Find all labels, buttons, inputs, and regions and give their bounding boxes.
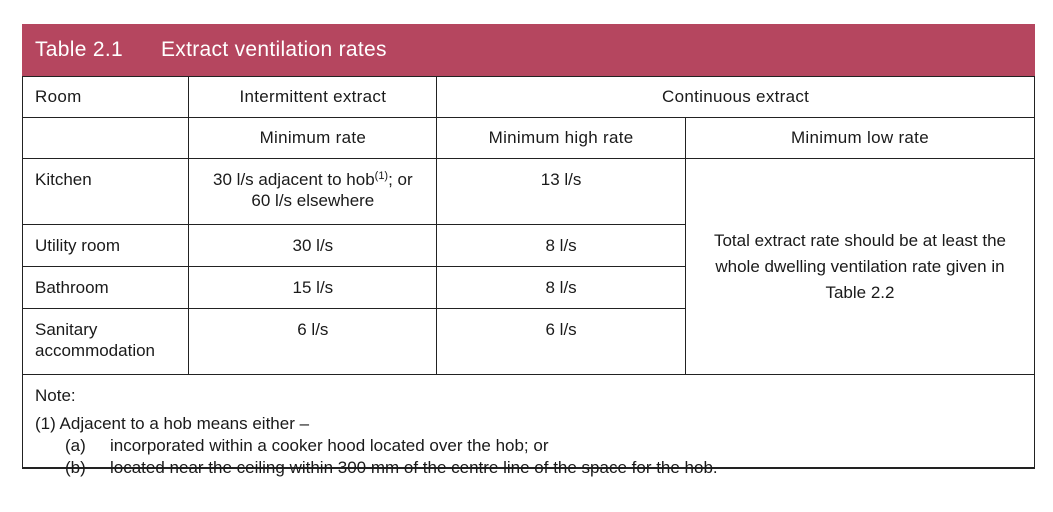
note-item: (1) Adjacent to a hob means either – [35,414,310,433]
table-row: Sanitary accommodation 6 l/s 6 l/s [21,308,1035,375]
intermittent-text: 30 l/s adjacent to hob [213,170,375,189]
header-row-1: Room Intermittent extract Continuous ext… [21,76,1035,118]
table-title: Extract ventilation rates [161,38,387,61]
header-min-low: Minimum low rate [684,117,1036,159]
subitem-label: (b) [65,458,86,477]
table-note: Note: (1) Adjacent to a hob means either… [22,375,1035,477]
extract-rates-table: Room Intermittent extract Continuous ext… [21,76,1036,375]
intermittent-cell: 6 l/s [188,308,438,375]
low-rate-cell: Total extract rate should be at least th… [684,158,1036,375]
high-rate-cell: 6 l/s [436,308,686,375]
header-row-2: Minimum rate Minimum high rate Minimum l… [21,117,1036,159]
intermittent-text-line2: 60 l/s elsewhere [251,191,375,210]
intermittent-cell: 30 l/s adjacent to hob(1); or 60 l/s else… [188,158,438,225]
note-subitem: (a) incorporated within a cooker hood lo… [35,435,1022,457]
ventilation-table-block: Table 2.1 Extract ventilation rates Room… [21,24,1036,477]
header-continuous: Continuous extract [436,76,1035,118]
header-min-high: Minimum high rate [436,117,686,159]
header-min-rate: Minimum rate [188,117,438,159]
high-rate-cell: 13 l/s [436,158,686,225]
subitem-text: located near the ceiling within 300 mm o… [110,458,718,477]
header-room: Room [21,76,190,118]
table-row: Utility room 30 l/s 8 l/s [21,224,1035,267]
footnote-ref: (1) [374,170,389,182]
subitem-label: (a) [65,436,86,455]
room-cell: Bathroom [21,266,190,309]
header-intermittent: Intermittent extract [188,76,438,118]
room-line-1: Sanitary [35,320,98,339]
table-title-bar: Table 2.1 Extract ventilation rates [22,24,1035,76]
note-heading: Note: [35,386,76,405]
room-cell: Kitchen [21,158,190,225]
intermittent-cell: 15 l/s [188,266,438,309]
room-cell: Utility room [21,224,190,267]
note-subitem: (b) located near the ceiling within 300 … [35,457,1022,479]
intermittent-cell: 30 l/s [188,224,438,267]
table-row: Bathroom 15 l/s 8 l/s [21,266,1035,309]
subitem-text: incorporated within a cooker hood locate… [110,436,549,455]
table-row: Kitchen 30 l/s adjacent to hob(1); or 60 … [21,158,1036,375]
high-rate-cell: 8 l/s [436,266,686,309]
high-rate-cell: 8 l/s [436,224,686,267]
intermittent-text-suffix: ; or [388,170,413,189]
room-line-2: accommodation [35,341,156,360]
table-number: Table 2.1 [35,38,123,61]
header-empty [21,117,190,159]
room-cell: Sanitary accommodation [21,308,190,375]
